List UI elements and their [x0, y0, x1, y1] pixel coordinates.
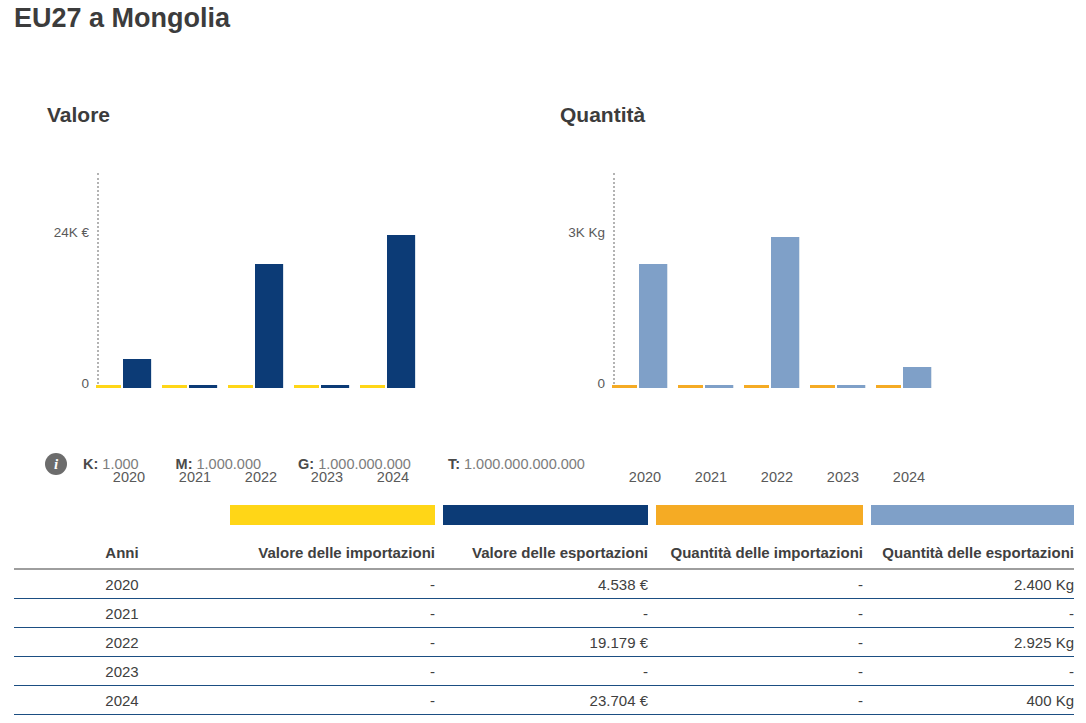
import-bar-2020	[612, 385, 637, 388]
value-chart-title: Valore	[47, 103, 477, 127]
bar-group-2021	[678, 385, 744, 388]
value-cell: -	[648, 599, 863, 628]
x-axis-label-2024: 2024	[876, 469, 942, 485]
value-cell: -	[648, 657, 863, 686]
y-axis-max-label: 24K €	[47, 225, 89, 240]
trade-report-page: EU27 a Mongolia Valore 24K € 0 202020212…	[0, 0, 1086, 723]
year-cell: 2021	[14, 599, 230, 628]
export-bar-2022	[771, 237, 799, 388]
year-cell: 2024	[14, 686, 230, 715]
year-cell: 2023	[14, 657, 230, 686]
export-bar-2021	[705, 385, 733, 388]
export-bar-2020	[639, 264, 667, 388]
table-row: 2020-4.538 €-2.400 Kg	[14, 569, 1074, 599]
import-bar-2020	[96, 385, 121, 388]
quantity-chart-title: Quantità	[560, 103, 990, 127]
x-axis-label-2021: 2021	[678, 469, 744, 485]
x-axis-label-2022: 2022	[744, 469, 810, 485]
export-bar-2022	[255, 264, 283, 388]
import-bar-2023	[294, 385, 319, 388]
x-axis-label-2023: 2023	[810, 469, 876, 485]
import-bar-2024	[876, 385, 901, 388]
value-cell: 19.179 €	[435, 628, 648, 657]
export-bar-2023	[321, 385, 349, 388]
table-row: 2022-19.179 €-2.925 Kg	[14, 628, 1074, 657]
value-cell: -	[648, 686, 863, 715]
column-swatch-3	[656, 505, 863, 525]
table-header-row: AnniValore delle importazioniValore dell…	[14, 537, 1074, 569]
value-cell: 400 Kg	[863, 686, 1074, 715]
bar-group-2023	[810, 385, 876, 388]
bar-group-2020	[612, 264, 678, 388]
quantity-chart-x-labels: 20202021202220232024	[612, 469, 942, 485]
export-bar-2023	[837, 385, 865, 388]
page-title: EU27 a Mongolia	[14, 3, 230, 34]
table-row: 2021----	[14, 599, 1074, 628]
value-chart: Valore 24K € 0 20202021202220232024	[47, 103, 477, 438]
import-bar-2024	[360, 385, 385, 388]
unit-legend-item: T:1.000.000.000.000	[448, 456, 585, 472]
value-cell: 4.538 €	[435, 569, 648, 599]
value-cell: -	[435, 657, 648, 686]
bar-group-2024	[360, 235, 426, 388]
export-bar-2020	[123, 359, 151, 388]
y-axis-zero-label: 0	[560, 376, 605, 391]
export-bar-2024	[903, 367, 931, 388]
import-bar-2023	[810, 385, 835, 388]
value-cell: -	[230, 599, 435, 628]
table-row: 2023----	[14, 657, 1074, 686]
info-icon[interactable]: i	[45, 453, 67, 475]
column-header: Quantità delle esportazioni	[863, 537, 1074, 569]
value-cell: -	[863, 657, 1074, 686]
units-legend-items: K:1.000 M:1.000.000 G:1.000.000.000 T:1.000…	[83, 456, 622, 472]
value-cell: -	[230, 628, 435, 657]
unit-legend-item: M:1.000.000	[176, 456, 261, 472]
value-cell: 2.400 Kg	[863, 569, 1074, 599]
bar-group-2022	[228, 264, 294, 388]
bar-group-2020	[96, 359, 162, 388]
column-header: Quantità delle importazioni	[648, 537, 863, 569]
value-cell: -	[435, 599, 648, 628]
value-cell: -	[230, 657, 435, 686]
unit-legend-item: G:1.000.000.000	[298, 456, 411, 472]
bar-group-2023	[294, 385, 360, 388]
unit-legend-item: K:1.000	[83, 456, 139, 472]
value-chart-bars	[96, 235, 426, 388]
import-bar-2021	[162, 385, 187, 388]
column-header: Valore delle esportazioni	[435, 537, 648, 569]
bar-group-2024	[876, 367, 942, 388]
units-legend: i K:1.000 M:1.000.000 G:1.000.000.000 T:1.0…	[45, 453, 622, 475]
column-swatch-1	[230, 505, 435, 525]
value-cell: 2.925 Kg	[863, 628, 1074, 657]
year-cell: 2022	[14, 628, 230, 657]
column-header: Valore delle importazioni	[230, 537, 435, 569]
export-bar-2021	[189, 385, 217, 388]
y-axis-max-label: 3K Kg	[560, 225, 605, 240]
quantity-chart-plot: 3K Kg 0 20202021202220232024	[560, 173, 980, 388]
table-row: 2024-23.704 €-400 Kg	[14, 686, 1074, 715]
quantity-chart-bars	[612, 237, 942, 388]
y-axis-zero-label: 0	[47, 376, 89, 391]
column-swatch-2	[443, 505, 648, 525]
import-bar-2021	[678, 385, 703, 388]
value-chart-plot: 24K € 0 20202021202220232024	[47, 173, 467, 388]
value-cell: 23.704 €	[435, 686, 648, 715]
import-bar-2022	[744, 385, 769, 388]
bar-group-2021	[162, 385, 228, 388]
column-header: Anni	[14, 537, 230, 569]
value-cell: -	[230, 686, 435, 715]
quantity-chart: Quantità 3K Kg 0 20202021202220232024	[560, 103, 990, 438]
value-cell: -	[230, 569, 435, 599]
value-cell: -	[863, 599, 1074, 628]
value-cell: -	[648, 628, 863, 657]
trade-data-table: AnniValore delle importazioniValore dell…	[14, 537, 1074, 715]
export-bar-2024	[387, 235, 415, 388]
value-cell: -	[648, 569, 863, 599]
bar-group-2022	[744, 237, 810, 388]
year-cell: 2020	[14, 569, 230, 599]
column-swatch-4	[871, 505, 1074, 525]
import-bar-2022	[228, 385, 253, 388]
